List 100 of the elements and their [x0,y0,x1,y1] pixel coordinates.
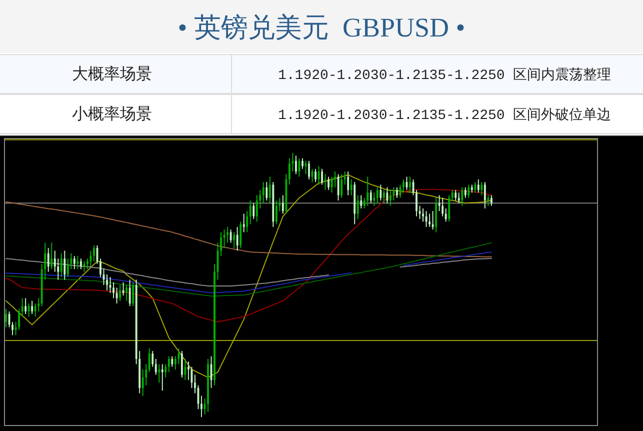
candlestick [83,260,86,272]
candlestick [328,176,330,190]
candlestick [128,279,131,307]
candlestick [158,364,160,384]
candlestick [282,194,284,214]
candlestick [119,284,122,302]
candlestick [321,168,324,186]
candlestick [73,255,76,270]
text: 小概率场景 [72,104,152,123]
candlestick [451,189,454,202]
candlestick [294,155,297,175]
candlestick [382,189,385,204]
candlestick [356,194,359,220]
candlestick [360,194,362,209]
candlestick [314,168,316,183]
candlestick [396,186,398,198]
candlestick [484,182,486,209]
candlestick [266,182,268,202]
candlestick [340,174,343,198]
candlestick [249,200,252,225]
chart-title: • 英镑兑美元 GBPUSD • [178,12,466,42]
candlestick [370,189,372,204]
text: 1.1920-1.2030-1.2135-1.2250 区间外破位单边 [278,107,612,124]
candlestick [90,250,92,268]
candlestick [350,178,352,196]
candlestick [444,208,447,222]
candlestick [389,189,392,206]
candlestick [50,242,53,270]
candlestick [376,186,378,204]
candlestick [96,244,98,264]
candlestick [399,184,402,198]
candlestick [373,192,376,206]
candlestick [31,300,34,315]
candlestick [122,282,124,296]
candlestick [236,226,238,252]
candlestick [60,252,62,278]
candlestick [148,348,150,373]
candlestick [171,356,174,368]
candlestick [24,298,27,315]
candlestick [80,258,82,270]
candlestick [21,298,24,318]
candlestick [298,158,300,178]
candlestick [461,186,464,206]
text: 1.1920-1.2030-1.2135-1.2250 区间内震荡整理 [278,67,612,84]
candlestick [233,232,236,249]
candlestick [480,182,483,196]
candlestick [106,274,108,291]
candlestick [468,184,470,198]
candlestick [246,210,248,233]
candlestick [302,158,304,170]
candlestick [435,197,438,233]
candlestick [168,356,170,373]
candlestick [223,229,226,249]
candlestick [275,200,278,225]
candlestick [180,350,183,378]
candlestick [152,350,154,368]
candlestick [47,248,50,272]
candlestick [116,287,118,304]
candlestick [409,176,411,194]
candlestick [161,364,164,392]
candlestick [464,186,466,198]
candlestick [380,184,382,202]
candlestick [28,302,30,318]
candlestick [428,213,431,228]
candlestick [242,213,245,233]
candlestick [164,364,167,378]
candlestick [126,284,128,302]
text: 大概率场景 [72,64,152,83]
candlestick [230,229,232,244]
candlestick [454,189,457,202]
candlestick [324,174,326,190]
candlestick [474,182,476,194]
candlestick [422,208,424,222]
candlestick [268,176,271,204]
candlestick [240,221,242,249]
candlestick [487,194,490,206]
candlestick [92,244,95,262]
candlestick [5,308,7,328]
candlestick [200,395,202,418]
candlestick [252,202,255,220]
candlestick [402,178,404,194]
candlestick [425,210,428,228]
candlestick [132,282,134,307]
candlestick [386,186,388,204]
candlestick [308,160,310,180]
candlestick [477,178,480,194]
candlestick [262,182,264,204]
candlestick [154,358,157,376]
candlestick [347,170,350,196]
candlestick [490,194,492,206]
candlestick [366,176,369,206]
candlestick [64,250,66,280]
candlestick [337,174,340,202]
candlestick [344,170,346,186]
candlestick [184,358,186,381]
candlestick [76,255,79,270]
candlestick [432,210,434,230]
candlestick [458,192,460,204]
candlestick [442,197,444,217]
candlestick [448,194,450,222]
